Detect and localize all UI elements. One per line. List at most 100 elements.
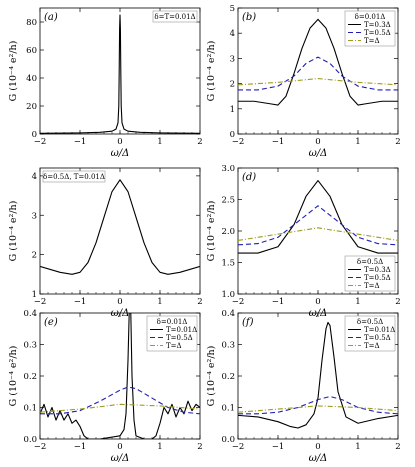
legend-box [152,10,198,23]
x-tick-label: −1 [74,297,87,307]
y-tick-label: 0.1 [221,404,235,414]
panel-label: (d) [242,172,256,183]
series-line-1 [238,395,398,415]
legend-entry: T=0.5Δ [364,29,391,37]
x-tick-label: 1 [157,297,162,307]
y-tick-label: 0.2 [23,372,37,382]
x-tick-label: −2 [34,297,47,307]
legend-entry: T=0.01Δ [364,326,395,334]
x-axis-label: ω/Δ [111,453,130,464]
x-tick-label: 1 [355,442,360,452]
legend-entry: T=Δ [166,342,182,350]
series-line-0 [238,180,398,254]
x-tick-label: 0 [315,137,320,147]
x-tick-label: 0 [117,137,122,147]
y-tick-label: 20 [26,102,37,112]
y-tick-label: 80 [26,18,37,28]
y-tick-label: 4 [230,29,235,39]
y-tick-label: 1 [32,290,37,300]
legend-header: δ=0.5Δ [357,258,383,266]
x-tick-label: −1 [272,442,285,452]
legend-entry: T=0.3Δ [364,266,391,274]
x-tick-label: 0 [315,442,320,452]
series-group [40,313,200,439]
panel-5: −2 −1 0 1 2 0.0 0.1 0.2 0.3 0.4 ω/Δ G (10⁻⁴ e²/h) (f… [206,309,401,464]
legend-header: δ=T=0.01Δ [154,13,195,21]
x-tick-label: 2 [395,442,400,452]
series-line-2 [238,405,398,413]
x-tick-label: −2 [232,137,245,147]
x-tick-label: 2 [197,442,202,452]
x-tick-label: 2 [197,297,202,307]
legend-entry: T=Δ [364,342,380,350]
x-tick-label: −1 [74,442,87,452]
series-group [40,14,200,134]
y-tick-label: 0.1 [23,404,37,414]
series-group [238,321,398,429]
y-tick-label: 0.3 [221,341,235,351]
series-line-1 [238,56,398,91]
y-axis-label: G (10⁻⁴ e²/h) [8,346,19,407]
x-tick-label: 2 [395,297,400,307]
x-tick-label: −2 [34,442,47,452]
x-tick-label: −1 [272,297,285,307]
y-tick-label: 0.3 [23,341,37,351]
legend: δ=0.5Δ, T=0.01Δ [42,170,106,183]
legend-entry: T=0.5Δ [166,334,193,342]
legend: δ=0.5ΔT=0.3ΔT=0.5ΔT=Δ [344,255,396,292]
x-tick-label: −1 [272,137,285,147]
legend-entry: T=0.01Δ [166,326,197,334]
legend-entry: T=Δ [364,37,380,45]
y-axis-label: G (10⁻⁴ e²/h) [8,201,19,262]
series-line-2 [238,78,398,86]
y-tick-label: 2 [32,251,37,261]
y-tick-label: 3 [230,54,235,64]
y-tick-label: 60 [26,46,37,56]
legend-header: δ=0.01Δ [157,318,188,326]
x-tick-label: 1 [355,297,360,307]
series-line-1 [238,205,398,246]
x-tick-label: −2 [232,297,245,307]
series-line-0 [40,179,200,275]
legend-box [344,255,396,292]
y-axis-label: G (10⁻⁴ e²/h) [206,201,217,262]
panel-label: (f) [242,317,254,328]
y-tick-label: 0 [230,130,235,140]
series-line-0 [40,14,200,134]
series-group [40,179,200,275]
x-axis-label: ω/Δ [111,148,130,159]
x-axis-label: ω/Δ [309,453,328,464]
panel-3: −2 −1 0 1 21.01.52.02.53.0ω/ΔG (10⁻⁴ e²/h)(d… [206,164,401,319]
y-tick-label: 1 [230,105,235,115]
y-tick-label: 0.0 [23,435,37,445]
y-axis-label: G (10⁻⁴ e²/h) [206,346,217,407]
legend-entry: T=0.5Δ [364,274,391,282]
series-line-1 [40,386,200,415]
legend: δ=T=0.01Δ [152,10,198,23]
y-tick-label: 3 [32,211,37,221]
y-tick-label: 40 [26,74,37,84]
y-tick-label: 1.0 [221,290,235,300]
x-axis-label: ω/Δ [309,148,328,159]
y-axis-label: G (10⁻⁴ e²/h) [8,41,19,102]
x-tick-label: 0 [315,297,320,307]
legend-box [146,315,198,352]
x-tick-label: −2 [34,137,47,147]
series-group [238,180,398,254]
y-tick-label: 2.5 [221,196,235,206]
x-tick-label: −2 [232,442,245,452]
legend-entry: T=0.5Δ [364,334,391,342]
legend-box [42,170,106,183]
legend-box [344,10,396,47]
series-line-2 [238,227,398,241]
panel-4: −2 −1 0 1 2 0.0 0.1 0.2 0.3 0.4 ω/Δ G (10⁻⁴ e²/h) (e… [8,309,203,464]
series-line-2 [40,403,200,413]
y-tick-label: 0.4 [221,309,235,319]
legend-entry: T=Δ [364,282,380,290]
legend-box [344,315,396,352]
legend-entry: T=0.3Δ [364,21,391,29]
